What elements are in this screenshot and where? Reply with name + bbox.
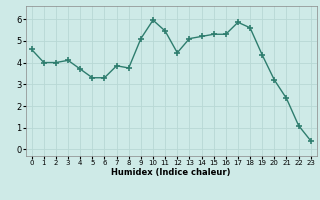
X-axis label: Humidex (Indice chaleur): Humidex (Indice chaleur) bbox=[111, 168, 231, 177]
